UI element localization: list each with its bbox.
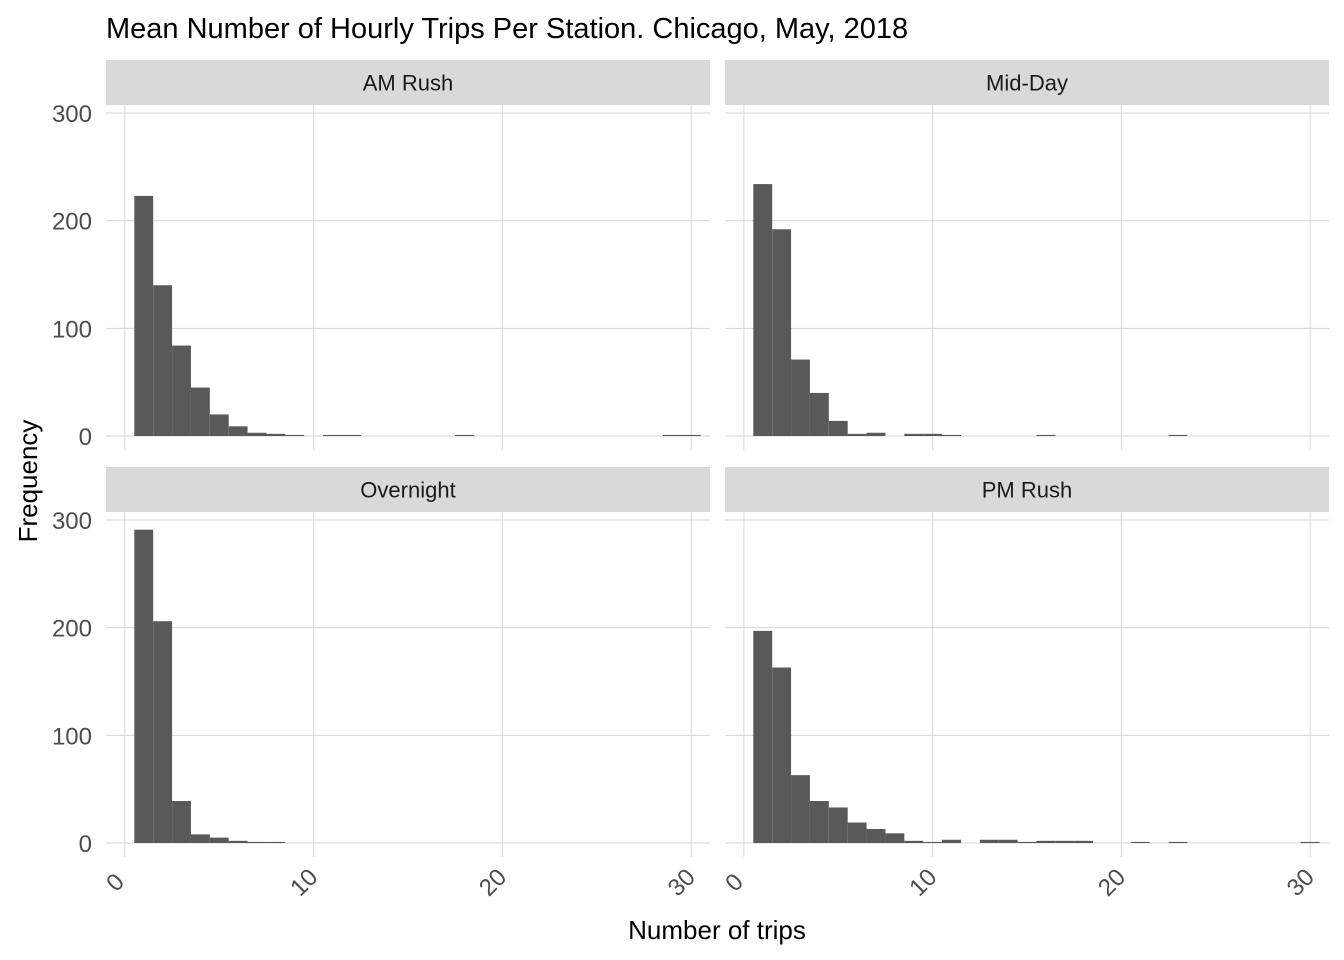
histogram-bar [772, 229, 792, 436]
y-tick-label: 100 [52, 316, 92, 343]
y-tick-label: 0 [79, 831, 92, 858]
histogram-bar [681, 434, 701, 436]
facet-strip [725, 467, 1329, 512]
histogram-bar [904, 433, 924, 436]
histogram-bar [998, 839, 1018, 843]
y-tick-label: 200 [52, 209, 92, 236]
histogram-bar [791, 775, 810, 843]
histogram-bar [753, 630, 773, 843]
histogram-bar [1055, 840, 1075, 843]
histogram-bar [1300, 841, 1320, 843]
histogram-bar [228, 840, 248, 843]
facet-strip-label: PM Rush [982, 478, 1072, 503]
histogram-bar [1168, 841, 1188, 843]
y-tick-label: 0 [79, 424, 92, 451]
histogram-bar [942, 839, 961, 843]
histogram-bar [134, 195, 154, 436]
facet-strip-label: AM Rush [363, 71, 453, 96]
histogram-bar [1017, 841, 1037, 843]
y-tick-label: 300 [52, 101, 92, 128]
histogram-bar [209, 414, 229, 436]
facet-strip [106, 60, 710, 105]
histogram-bar [753, 184, 773, 436]
histogram-bar [266, 433, 286, 436]
histogram-bar [828, 807, 848, 843]
histogram-bar [266, 841, 286, 843]
chart-title: Mean Number of Hourly Trips Per Station.… [106, 13, 908, 45]
histogram-bar [847, 822, 867, 843]
histogram-bar [809, 392, 829, 436]
histogram-bar [866, 829, 886, 843]
x-tick-label: 20 [474, 864, 512, 902]
histogram-bar [1130, 841, 1150, 843]
histogram-bar [209, 837, 229, 843]
histogram-bar [809, 801, 829, 843]
histogram-bar [247, 841, 267, 843]
facet-strip [106, 467, 710, 512]
histogram-bar [190, 387, 210, 436]
histogram-bar [247, 432, 267, 436]
facet-panel-am-rush: AM Rush 0 100 200 300 [52, 60, 710, 451]
x-axis-title: Number of trips [628, 915, 806, 945]
y-tick-label: 300 [52, 508, 92, 535]
facet-strip [725, 60, 1329, 105]
x-tick-label: 0 [101, 868, 130, 897]
histogram-bar [1074, 840, 1094, 843]
histogram-bar [1168, 434, 1188, 436]
histogram-bar [134, 529, 154, 843]
histogram-bar [153, 621, 173, 843]
x-tick-label: 10 [904, 864, 942, 902]
x-tick-label: 30 [663, 864, 701, 902]
x-tick-label: 30 [1282, 864, 1320, 902]
histogram-bar [153, 285, 173, 436]
histogram-bar [772, 667, 792, 843]
histogram-bar [455, 434, 475, 436]
histogram-bar [847, 433, 867, 436]
histogram-bar [662, 434, 682, 436]
facet-strip-label: Overnight [360, 478, 455, 503]
histogram-bar [885, 833, 905, 843]
histogram-bar [942, 434, 961, 436]
y-tick-label: 100 [52, 723, 92, 750]
y-axis-title: Frequency [13, 420, 43, 543]
histogram-bar [172, 345, 191, 436]
facet-panel-mid-day: Mid-Day [725, 60, 1329, 450]
histogram-bar [190, 834, 210, 843]
histogram-bar [791, 359, 810, 436]
histogram-bar [866, 432, 886, 436]
histogram-bar [1036, 840, 1056, 843]
y-tick-label: 200 [52, 616, 92, 643]
histogram-bar [828, 420, 848, 436]
x-tick-label: 10 [285, 864, 323, 902]
x-tick-label: 20 [1093, 864, 1131, 902]
histogram-bar [979, 839, 999, 843]
histogram-bar [1036, 434, 1056, 436]
facet-panel-overnight: Overnight 0 100 200 300 0 10 20 30 [52, 467, 710, 902]
histogram-bar [228, 426, 248, 436]
histogram-bar [923, 841, 943, 843]
histogram-bar [904, 840, 924, 843]
x-tick-label: 0 [720, 868, 749, 897]
facet-panels: AM Rush0100200300Mid-DayOvernight0100200… [52, 60, 1329, 902]
facet-strip-label: Mid-Day [986, 71, 1068, 96]
histogram-bar [285, 434, 305, 436]
histogram-bar [172, 801, 191, 843]
facet-panel-pm-rush: PM Rush 0 10 20 30 [720, 467, 1329, 902]
histogram-bar [341, 434, 361, 436]
histogram-bar [923, 433, 943, 436]
histogram-bar [323, 434, 342, 436]
